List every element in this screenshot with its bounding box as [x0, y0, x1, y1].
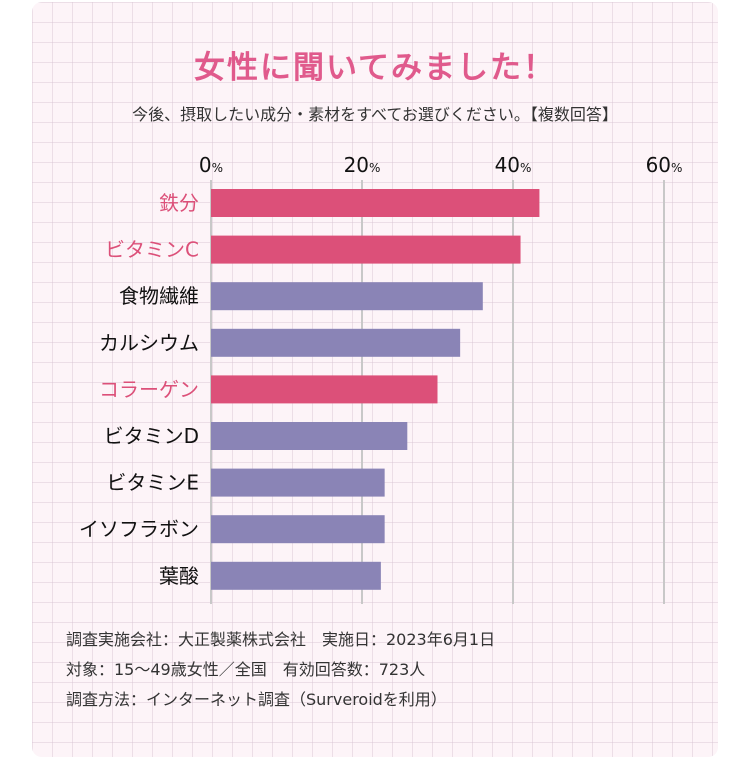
bar	[211, 468, 385, 497]
survey-note-company: 調査実施会社：大正製薬株式会社 実施日：2023年6月1日	[66, 630, 496, 649]
category-label: ビタミンC	[105, 238, 199, 262]
bar	[211, 328, 461, 357]
category-label: ビタミンE	[106, 471, 199, 495]
bar	[211, 515, 385, 544]
category-label: 葉酸	[159, 564, 199, 588]
category-label: ビタミンD	[104, 424, 199, 448]
x-tick-label: 60%	[646, 153, 683, 177]
category-label: イソフラボン	[79, 517, 199, 541]
bar	[211, 422, 408, 450]
chart-title: 女性に聞いてみました！	[193, 50, 557, 86]
category-label: 鉄分	[159, 191, 199, 215]
survey-notes: 調査実施会社：大正製薬株式会社 実施日：2023年6月1日 対象：15～49歳女…	[66, 625, 495, 715]
bar	[211, 375, 438, 404]
category-label: 食物繊維	[119, 284, 199, 308]
bar	[211, 282, 483, 311]
survey-note-target: 対象：15～49歳女性／全国 有効回答数：723人	[66, 660, 426, 679]
survey-note-method: 調査方法：インターネット調査（Surveroidを利用）	[66, 690, 447, 709]
bar	[211, 235, 521, 264]
x-tick-label: 20%	[344, 153, 381, 177]
category-label: コラーゲン	[99, 377, 199, 401]
x-tick-label: 0%	[199, 153, 223, 177]
bar	[211, 189, 540, 217]
chart-subtitle: 今後、摂取したい成分・素材をすべてお選びください。【複数回答】	[132, 105, 618, 124]
bar	[211, 561, 381, 590]
category-label: カルシウム	[99, 331, 199, 355]
x-tick-label: 40%	[495, 153, 532, 177]
